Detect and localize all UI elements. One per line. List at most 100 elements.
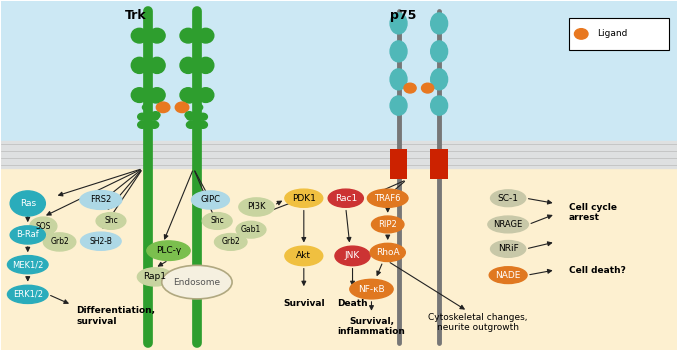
Text: SC-1: SC-1 <box>498 194 519 203</box>
Ellipse shape <box>185 112 194 118</box>
Ellipse shape <box>96 213 126 229</box>
Ellipse shape <box>7 256 48 274</box>
Ellipse shape <box>431 96 447 115</box>
Ellipse shape <box>197 28 214 43</box>
Text: Survival: Survival <box>283 299 325 308</box>
Text: PI3K: PI3K <box>247 203 266 211</box>
Ellipse shape <box>197 57 214 73</box>
Ellipse shape <box>185 96 194 103</box>
Ellipse shape <box>30 217 57 235</box>
Text: TRAF6: TRAF6 <box>374 194 401 203</box>
Ellipse shape <box>202 213 232 229</box>
Ellipse shape <box>147 241 190 260</box>
Ellipse shape <box>491 240 525 257</box>
Ellipse shape <box>132 28 148 43</box>
Ellipse shape <box>285 189 323 207</box>
Text: Akt: Akt <box>296 251 311 260</box>
Ellipse shape <box>285 246 323 266</box>
Text: SOS: SOS <box>36 222 51 231</box>
Ellipse shape <box>132 88 148 102</box>
Ellipse shape <box>162 265 232 299</box>
Text: Rac1: Rac1 <box>335 194 357 203</box>
Bar <box>431 149 448 179</box>
Text: Cytoskeletal changes,
neurite outgrowth: Cytoskeletal changes, neurite outgrowth <box>428 313 527 332</box>
Text: GIPC: GIPC <box>201 196 220 205</box>
Ellipse shape <box>149 88 165 102</box>
Ellipse shape <box>80 191 122 210</box>
Ellipse shape <box>328 189 363 207</box>
Ellipse shape <box>214 233 247 250</box>
Ellipse shape <box>43 233 76 251</box>
Text: Survival,
inflammation: Survival, inflammation <box>338 317 405 336</box>
Ellipse shape <box>239 198 274 216</box>
Ellipse shape <box>142 104 151 111</box>
Ellipse shape <box>138 113 146 120</box>
Ellipse shape <box>390 13 407 34</box>
Ellipse shape <box>431 69 447 90</box>
Ellipse shape <box>149 57 165 73</box>
Ellipse shape <box>236 221 266 238</box>
Ellipse shape <box>151 112 160 118</box>
Ellipse shape <box>138 268 173 286</box>
Ellipse shape <box>149 28 165 43</box>
Text: Cell cycle
arrest: Cell cycle arrest <box>569 203 617 222</box>
Text: FRS2: FRS2 <box>90 196 111 205</box>
Bar <box>390 149 407 179</box>
Text: Differentiation,
survival: Differentiation, survival <box>77 306 155 326</box>
Text: Grb2: Grb2 <box>50 237 69 246</box>
Ellipse shape <box>199 121 207 128</box>
Text: B-Raf: B-Raf <box>16 231 39 239</box>
Text: PDK1: PDK1 <box>292 194 316 203</box>
Text: Ligand: Ligand <box>597 29 628 38</box>
Ellipse shape <box>431 13 447 34</box>
Text: Rap1: Rap1 <box>144 272 167 282</box>
Ellipse shape <box>197 88 214 102</box>
Text: Ras: Ras <box>20 199 36 208</box>
Ellipse shape <box>390 96 407 115</box>
Text: RhoA: RhoA <box>376 248 399 257</box>
Ellipse shape <box>370 243 405 261</box>
Ellipse shape <box>186 121 195 128</box>
Ellipse shape <box>422 83 434 93</box>
Text: Death: Death <box>337 299 368 308</box>
Ellipse shape <box>491 190 525 207</box>
Text: NF-κB: NF-κB <box>358 285 385 294</box>
Ellipse shape <box>367 189 408 207</box>
Ellipse shape <box>138 121 146 128</box>
Text: Endosome: Endosome <box>174 278 220 287</box>
Text: NADE: NADE <box>496 271 521 280</box>
Ellipse shape <box>157 102 170 113</box>
Ellipse shape <box>175 102 188 113</box>
Ellipse shape <box>490 267 527 284</box>
Ellipse shape <box>150 113 159 120</box>
Text: Shc: Shc <box>210 217 224 225</box>
Ellipse shape <box>7 285 48 304</box>
Ellipse shape <box>372 216 404 233</box>
Text: Trk: Trk <box>125 9 147 22</box>
Ellipse shape <box>191 191 229 209</box>
Text: Shc: Shc <box>104 217 118 225</box>
Text: JNK: JNK <box>345 251 360 260</box>
Text: SH2-B: SH2-B <box>89 237 113 246</box>
Ellipse shape <box>488 216 528 233</box>
Bar <box>1 168 677 350</box>
Ellipse shape <box>390 41 407 62</box>
Text: PLC-γ: PLC-γ <box>156 246 181 255</box>
Bar <box>1 1 677 168</box>
Ellipse shape <box>350 279 393 299</box>
Ellipse shape <box>10 191 45 216</box>
Ellipse shape <box>180 88 196 102</box>
Ellipse shape <box>150 121 159 128</box>
Ellipse shape <box>180 28 196 43</box>
Ellipse shape <box>151 96 160 103</box>
Text: Gab1: Gab1 <box>241 225 261 234</box>
Text: NRiF: NRiF <box>498 244 519 253</box>
Bar <box>569 18 669 49</box>
Ellipse shape <box>132 57 148 73</box>
Text: Cell death?: Cell death? <box>569 266 626 275</box>
Ellipse shape <box>194 104 203 111</box>
Ellipse shape <box>335 246 370 266</box>
Ellipse shape <box>574 29 588 39</box>
Bar <box>1 141 677 168</box>
Ellipse shape <box>199 113 207 120</box>
